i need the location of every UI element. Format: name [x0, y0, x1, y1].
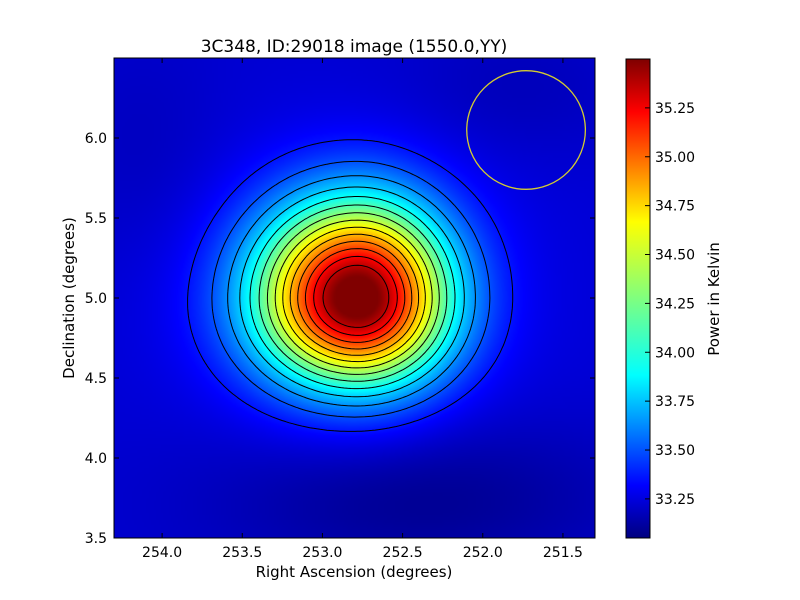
- x-axis: 254.0 253.5 253.0 252.5 252.0 251.5: [142, 58, 583, 561]
- colorbar-tick-label: 33.25: [655, 492, 695, 508]
- y-tick-label: 6.0: [85, 131, 107, 147]
- y-axis-label: Declination (degrees): [60, 217, 78, 379]
- y-tick-label: 4.0: [85, 451, 107, 467]
- contour-level-8: [274, 219, 433, 369]
- colorbar-label: Power in Kelvin: [705, 242, 723, 356]
- contour-level-5: [249, 196, 456, 390]
- chart-title: 3C348, ID:29018 image (1550.0,YY): [201, 37, 508, 57]
- heatmap-image: [114, 58, 595, 538]
- x-tick-label: 252.5: [383, 545, 423, 561]
- contour-level-3: [227, 175, 476, 407]
- y-tick-label: 4.5: [85, 371, 107, 387]
- contour-level-1: [187, 139, 514, 432]
- colorbar-tick-label: 34.75: [655, 199, 695, 215]
- plot-area: [114, 58, 595, 538]
- x-tick-label: 254.0: [142, 545, 182, 561]
- colorbar-tick-label: 34.50: [655, 248, 695, 264]
- colorbar-tick-label: 34.00: [655, 345, 695, 361]
- contour-level-13: [313, 255, 398, 336]
- colorbar-tick-label: 33.75: [655, 394, 695, 410]
- colorbar: [625, 58, 651, 539]
- contour-level-11: [297, 240, 413, 350]
- y-tick-label: 3.5: [85, 531, 107, 547]
- colorbar-tick-label: 35.00: [655, 150, 695, 166]
- y-axis: 3.5 4.0 4.5 5.0 5.5 6.0: [85, 131, 595, 547]
- x-tick-label: 252.0: [463, 545, 503, 561]
- y-tick-label: 5.5: [85, 211, 107, 227]
- x-axis-label: Right Ascension (degrees): [256, 563, 453, 581]
- contour-level-4: [239, 186, 465, 398]
- contour-level-12: [304, 248, 406, 343]
- contour-level-10: [289, 233, 420, 356]
- contour-level-2: [211, 160, 491, 418]
- colorbar-tick-label: 33.50: [655, 443, 695, 459]
- contour-level-6: [258, 204, 448, 382]
- colorbar-tick-label: 34.25: [655, 296, 695, 312]
- colorbar-axis: 33.25 33.50 33.75 34.00 34.25 34.50 34.75 35.00…: [645, 101, 695, 508]
- y-tick-label: 5.0: [85, 291, 107, 307]
- x-tick-label: 253.5: [222, 545, 262, 561]
- beam-circle: [466, 70, 587, 190]
- contour-level-7: [266, 212, 440, 375]
- colorbar-tick-label: 35.25: [655, 101, 695, 117]
- contour-level-14: [322, 264, 390, 328]
- x-tick-label: 253.0: [302, 545, 342, 561]
- contour-level-9: [282, 226, 426, 363]
- contour-lines: [187, 139, 514, 432]
- x-tick-label: 251.5: [543, 545, 583, 561]
